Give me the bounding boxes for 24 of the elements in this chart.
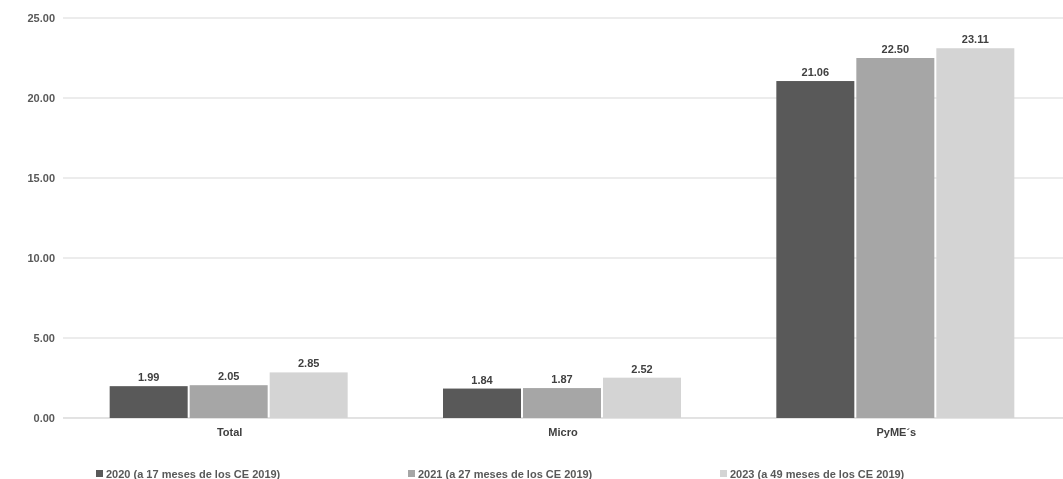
data-label: 21.06 — [801, 66, 830, 79]
data-label: 2.52 — [631, 362, 653, 375]
bar — [856, 58, 935, 418]
data-label: 2.05 — [217, 370, 240, 383]
bar — [443, 388, 521, 418]
x-tick-label: PyME´s — [876, 426, 917, 438]
data-label: 22.50 — [881, 43, 910, 55]
data-label: 23.11 — [961, 33, 989, 46]
data-label: 1.84 — [471, 373, 494, 386]
data-label: 1.99 — [137, 371, 160, 384]
y-tick-label: 0.00 — [33, 411, 55, 424]
data-label: 2.85 — [297, 357, 320, 370]
y-tick-label: 25.00 — [27, 11, 55, 24]
y-tick-label: 15.00 — [27, 171, 55, 184]
data-label: 1.87 — [551, 373, 573, 386]
y-tick-label: 5.00 — [33, 331, 55, 344]
y-tick-label: 20.00 — [27, 91, 55, 104]
bar — [776, 81, 855, 418]
x-tick-label: Total — [216, 426, 243, 438]
bar — [189, 385, 268, 418]
bar — [109, 386, 188, 418]
bar — [523, 388, 601, 418]
y-tick-label: 10.00 — [27, 251, 55, 264]
x-tick-label: Micro — [548, 426, 578, 438]
